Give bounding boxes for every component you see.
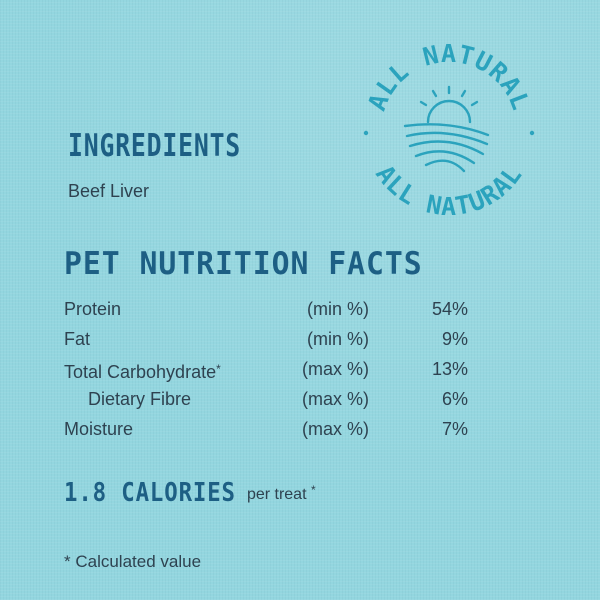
badge-text-bottom: ALL NATURAL	[370, 160, 528, 221]
nutrition-row-total-carbohydrate: Total Carbohydrate* (max %) 13%	[0, 357, 600, 384]
nutrition-row-fat: Fat (min %) 9%	[0, 327, 600, 351]
nutrient-amount: 7%	[441, 419, 468, 439]
ingredient-list: Beef Liver	[68, 181, 150, 201]
nutrition-row-moisture: Moisture (max %) 7%	[0, 417, 600, 441]
nutrient-name: Dietary Fibre	[88, 389, 192, 409]
nutrient-name-group: Total Carbohydrate*	[64, 357, 221, 384]
footnote-marker: *	[216, 362, 221, 376]
nutrient-amount: 6%	[441, 389, 468, 409]
calories-unit-group: per treat *	[247, 483, 316, 504]
nutrition-row-protein: Protein (min %) 54%	[0, 297, 600, 321]
nutrient-name: Protein	[64, 299, 122, 319]
nutrient-amount: 13%	[431, 359, 468, 379]
nutrient-amount: 9%	[441, 329, 468, 349]
nutrient-basis: (max %)	[302, 419, 369, 439]
nutrient-basis: (max %)	[302, 389, 369, 409]
nutrient-amount: 54%	[431, 299, 468, 319]
badge-text-top: ALL NATURAL	[362, 39, 536, 114]
nutrient-name: Moisture	[64, 419, 134, 439]
ingredients-heading: INGREDIENTS	[68, 128, 242, 164]
footnote: * Calculated value	[64, 552, 202, 571]
nutrition-row-dietary-fibre: Dietary Fibre (max %) 6%	[0, 387, 600, 411]
badge-dot-right	[529, 130, 535, 136]
nutrient-name: Total Carbohydrate	[64, 362, 217, 382]
all-natural-badge-graphic: ALL NATURAL ALL NATURAL	[362, 39, 536, 221]
nutrient-basis: (max %)	[302, 359, 369, 379]
nutrient-name: Fat	[64, 329, 91, 349]
calories-value: 1.8 CALORIES	[64, 478, 236, 508]
nutrition-facts-heading: PET NUTRITION FACTS	[64, 246, 423, 282]
sun-over-fields-icon	[403, 85, 490, 173]
badge-dot-left	[363, 130, 369, 136]
calories-unit: per treat	[246, 486, 307, 503]
nutrient-basis: (min %)	[307, 299, 369, 319]
calories-line: 1.8 CALORIES per treat *	[64, 478, 316, 510]
nutrient-basis: (min %)	[307, 329, 369, 349]
all-natural-badge: ALL NATURAL ALL NATURAL	[356, 36, 542, 222]
footnote-marker: *	[310, 483, 316, 497]
